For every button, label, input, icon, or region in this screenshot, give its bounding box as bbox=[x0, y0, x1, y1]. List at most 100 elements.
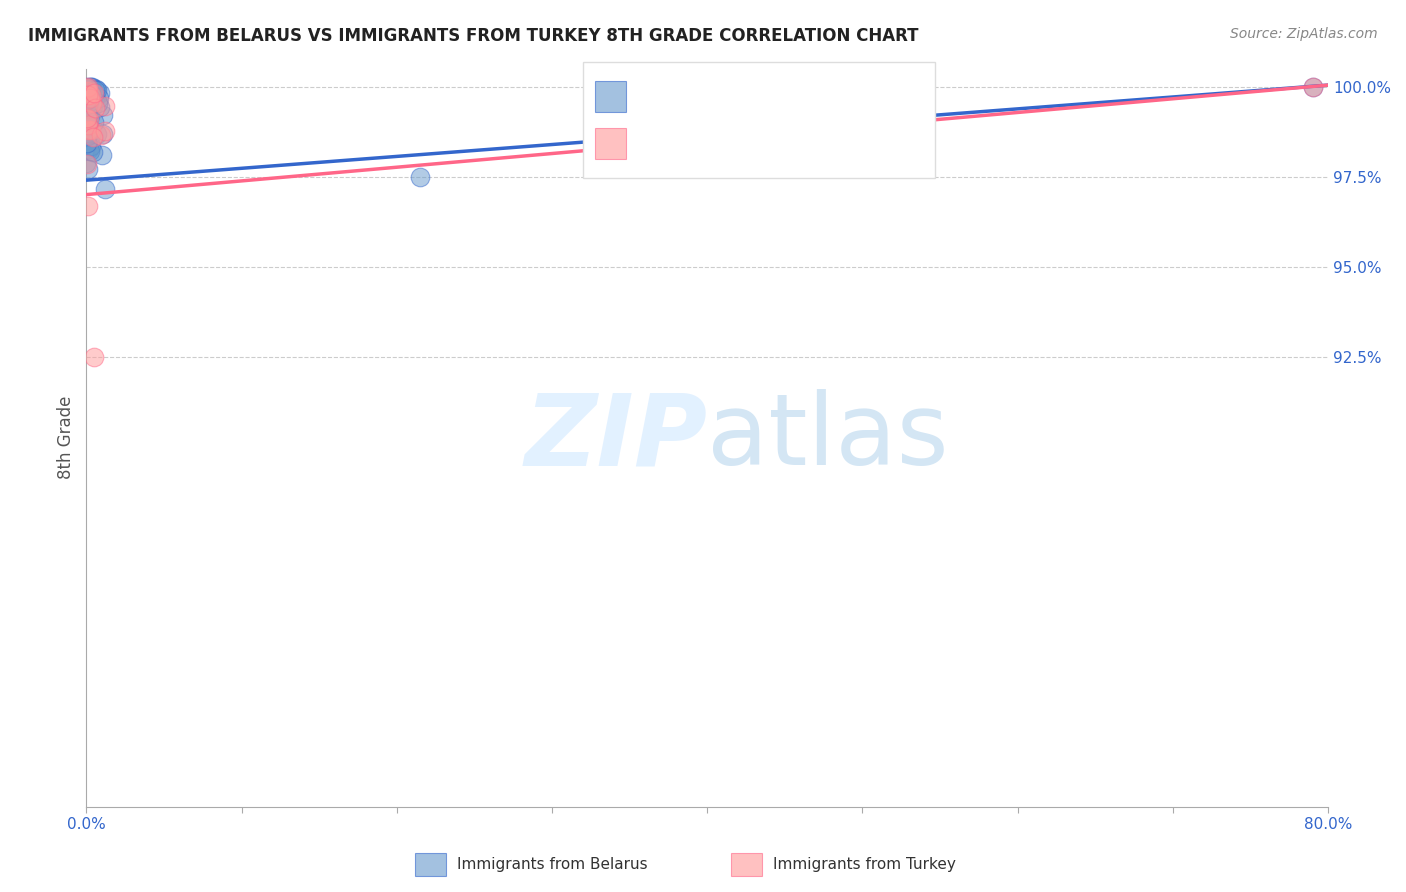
Point bbox=[89, 90, 111, 104]
Point bbox=[77, 95, 100, 109]
Point bbox=[82, 130, 104, 145]
Point bbox=[79, 128, 101, 143]
Point bbox=[79, 123, 101, 137]
Point bbox=[1302, 79, 1324, 94]
Point bbox=[76, 81, 98, 95]
Point bbox=[94, 124, 117, 138]
Point bbox=[79, 95, 101, 110]
Point bbox=[80, 138, 103, 153]
Point bbox=[90, 128, 112, 143]
Point bbox=[87, 95, 110, 110]
Point bbox=[89, 86, 111, 100]
Point bbox=[76, 90, 98, 104]
Point bbox=[76, 81, 98, 95]
Point bbox=[76, 111, 98, 125]
Point bbox=[83, 83, 105, 97]
Point bbox=[79, 90, 101, 104]
Text: R = 0.372: R = 0.372 bbox=[637, 87, 727, 104]
Point bbox=[76, 122, 98, 136]
Point bbox=[77, 120, 100, 135]
Point bbox=[91, 108, 114, 122]
Point bbox=[83, 86, 105, 100]
Text: IMMIGRANTS FROM BELARUS VS IMMIGRANTS FROM TURKEY 8TH GRADE CORRELATION CHART: IMMIGRANTS FROM BELARUS VS IMMIGRANTS FR… bbox=[28, 27, 918, 45]
Point bbox=[77, 122, 100, 136]
Point bbox=[76, 79, 98, 94]
Point bbox=[76, 90, 98, 104]
Point bbox=[1302, 79, 1324, 94]
Point bbox=[77, 91, 100, 105]
Point bbox=[91, 127, 114, 141]
Text: atlas: atlas bbox=[707, 389, 949, 486]
Point bbox=[77, 98, 100, 112]
Point bbox=[77, 122, 100, 136]
Point bbox=[75, 156, 97, 170]
Point bbox=[79, 86, 101, 100]
Point bbox=[77, 118, 100, 132]
Point bbox=[76, 128, 98, 143]
Point bbox=[77, 122, 100, 136]
Point bbox=[91, 148, 114, 162]
Point bbox=[77, 112, 100, 127]
Text: ZIP: ZIP bbox=[524, 389, 707, 486]
Point bbox=[76, 117, 98, 131]
Point bbox=[77, 117, 100, 131]
Point bbox=[77, 103, 100, 118]
Point bbox=[86, 83, 108, 97]
Point bbox=[77, 199, 100, 213]
Point bbox=[82, 79, 104, 94]
Point bbox=[76, 89, 98, 103]
Point bbox=[76, 108, 98, 122]
Text: Immigrants from Belarus: Immigrants from Belarus bbox=[457, 857, 648, 871]
Point bbox=[77, 87, 100, 102]
Point bbox=[76, 83, 98, 97]
Point bbox=[84, 81, 107, 95]
Point bbox=[76, 162, 98, 177]
Point bbox=[79, 91, 101, 105]
Point bbox=[80, 83, 103, 97]
Point bbox=[77, 82, 100, 96]
Text: N = 22: N = 22 bbox=[813, 134, 880, 152]
Text: Source: ZipAtlas.com: Source: ZipAtlas.com bbox=[1230, 27, 1378, 41]
Point bbox=[79, 80, 101, 95]
Text: R = 0.335: R = 0.335 bbox=[637, 134, 727, 152]
Text: Immigrants from Turkey: Immigrants from Turkey bbox=[773, 857, 956, 871]
Point bbox=[76, 91, 98, 105]
Point bbox=[76, 157, 98, 171]
Point bbox=[409, 169, 432, 184]
Point bbox=[79, 109, 101, 123]
Point bbox=[79, 144, 101, 158]
Point bbox=[77, 127, 100, 141]
Point bbox=[89, 100, 111, 114]
Y-axis label: 8th Grade: 8th Grade bbox=[58, 396, 75, 479]
Point bbox=[82, 99, 104, 113]
Text: N = 72: N = 72 bbox=[813, 87, 880, 104]
Point bbox=[76, 115, 98, 129]
Point bbox=[76, 120, 98, 135]
Point bbox=[86, 127, 108, 141]
Point bbox=[80, 83, 103, 97]
Point bbox=[77, 95, 100, 109]
Point bbox=[76, 93, 98, 107]
Point bbox=[76, 115, 98, 129]
Point bbox=[76, 101, 98, 115]
Point bbox=[83, 350, 105, 364]
Point bbox=[76, 102, 98, 116]
Point bbox=[82, 145, 104, 159]
Point bbox=[94, 182, 117, 196]
Point bbox=[77, 80, 100, 95]
Point bbox=[79, 87, 101, 101]
Point bbox=[77, 100, 100, 114]
Point bbox=[77, 84, 100, 98]
Point bbox=[76, 109, 98, 123]
Point bbox=[83, 114, 105, 128]
Point bbox=[77, 143, 100, 157]
Point bbox=[80, 87, 103, 101]
Point bbox=[79, 88, 101, 103]
Point bbox=[83, 91, 105, 105]
Point bbox=[79, 85, 101, 99]
Point bbox=[76, 136, 98, 151]
Point bbox=[79, 92, 101, 106]
Point bbox=[79, 80, 101, 95]
Point bbox=[75, 136, 97, 151]
Point bbox=[83, 87, 105, 102]
